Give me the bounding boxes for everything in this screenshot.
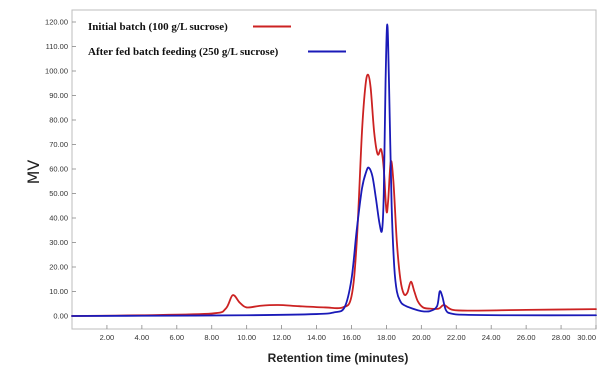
series-lines	[71, 23, 597, 317]
legend: Initial batch (100 g/L sucrose) After fed…	[88, 21, 346, 58]
y-axis-title: MV	[24, 160, 43, 185]
y-tick-label: 20.00	[49, 263, 68, 272]
plot-frame	[71, 9, 597, 330]
y-tick-label: 120.00	[45, 18, 68, 27]
x-tick-label: 26.00	[517, 333, 536, 342]
x-tick-label: 4.00	[135, 333, 150, 342]
legend-label-1: Initial batch (100 g/L sucrose)	[88, 21, 228, 33]
x-tick-label: 10.00	[237, 333, 256, 342]
y-tick-label: 60.00	[49, 165, 68, 174]
x-tick-label: 28.00	[552, 333, 571, 342]
y-tick-label: 0.00	[53, 312, 68, 321]
x-tick-label: 8.00	[204, 333, 219, 342]
x-tick-label: 2.00	[100, 333, 115, 342]
y-tick-label: 40.00	[49, 214, 68, 223]
x-tick-label: 20.00	[412, 333, 431, 342]
initial-batch-line	[71, 73, 597, 317]
x-tick-label: 14.00	[307, 333, 326, 342]
x-tick-label: 16.00	[342, 333, 361, 342]
x-tick-label: 6.00	[169, 333, 184, 342]
tick-labels: 0.00 10.00 20.00 30.00 40.00 50.00 60.00 70.00 8…	[45, 18, 597, 342]
x-tick-label: 22.00	[447, 333, 466, 342]
fed-batch-line	[71, 23, 597, 317]
x-tick-label: 24.00	[482, 333, 501, 342]
y-tick-label: 50.00	[49, 189, 68, 198]
y-tick-label: 80.00	[49, 116, 68, 125]
legend-label-2: After fed batch feeding (250 g/L sucrose…	[88, 46, 279, 58]
x-tick-label: 12.00	[272, 333, 291, 342]
y-tick-label: 10.00	[49, 287, 68, 296]
x-axis-title: Retention time (minutes)	[268, 351, 409, 365]
y-tick-label: 70.00	[49, 140, 68, 149]
y-tick-label: 110.00	[46, 42, 68, 51]
axes	[71, 9, 597, 330]
x-tick-label: 18.00	[377, 333, 396, 342]
y-tick-label: 100.00	[45, 67, 68, 76]
y-tick-label: 90.00	[49, 91, 68, 100]
x-tick-label: 30.00	[577, 333, 596, 342]
y-tick-label: 30.00	[49, 238, 68, 247]
